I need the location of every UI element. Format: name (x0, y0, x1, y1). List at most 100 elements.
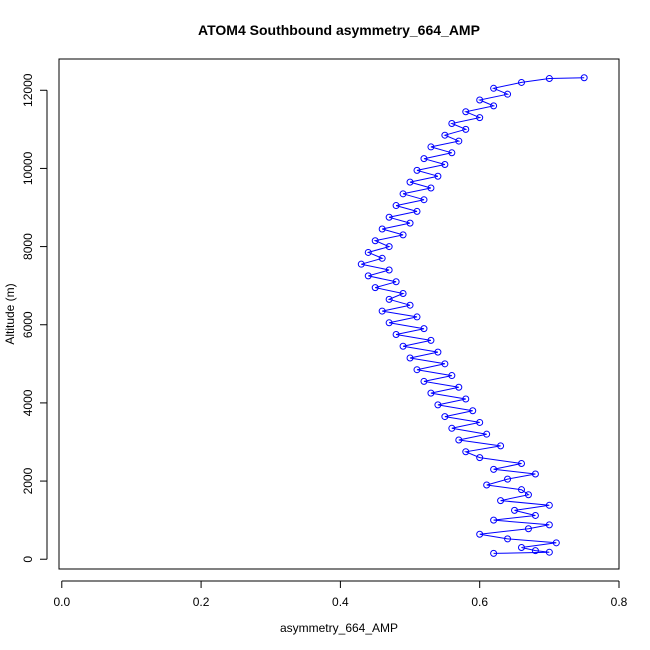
plot-frame (58, 58, 620, 570)
data-point (545, 521, 553, 529)
data-point (490, 549, 498, 557)
data-point (441, 131, 449, 139)
data-point (420, 377, 428, 385)
data-point (517, 486, 525, 494)
data-point (406, 301, 414, 309)
data-point (385, 266, 393, 274)
data-point (476, 454, 484, 462)
y-tick-label: 10000 (21, 151, 35, 185)
y-tick-label: 0 (21, 556, 35, 563)
data-point (441, 360, 449, 368)
data-point (448, 424, 456, 432)
data-point (497, 497, 505, 505)
data-point (378, 225, 386, 233)
x-tick-label: 0.4 (332, 595, 349, 609)
data-point (413, 366, 421, 374)
data-point (490, 102, 498, 110)
data-point (399, 289, 407, 297)
x-axis-label: asymmetry_664_AMP (280, 621, 398, 635)
y-tick-label: 12000 (21, 73, 35, 107)
data-point (385, 243, 393, 251)
data-point (385, 295, 393, 303)
y-axis: 0 2000 4000 6000 8000 10000 12000 (21, 73, 48, 563)
data-point (399, 231, 407, 239)
data-point (490, 84, 498, 92)
data-point (517, 78, 525, 86)
data-point (552, 539, 560, 547)
data-point (392, 278, 400, 286)
y-axis-label: Altitude (m) (3, 283, 17, 344)
data-point (434, 348, 442, 356)
data-point (406, 354, 414, 362)
data-point (413, 313, 421, 321)
data-point (462, 448, 470, 456)
chart-title: ATOM4 Southbound asymmetry_664_AMP (198, 22, 480, 38)
data-point (434, 172, 442, 180)
data-point (434, 401, 442, 409)
data-point (441, 413, 449, 421)
data-point (413, 166, 421, 174)
x-axis: 0.0 0.2 0.4 0.6 0.8 (53, 580, 628, 609)
data-point (545, 548, 553, 556)
data-point (462, 108, 470, 116)
data-point (406, 219, 414, 227)
data-point (371, 284, 379, 292)
data-point (476, 114, 484, 122)
data-point (511, 506, 519, 514)
data-point (420, 155, 428, 163)
data-point (531, 511, 539, 519)
data-point (364, 272, 372, 280)
data-point (531, 470, 539, 478)
data-point (420, 325, 428, 333)
data-point (531, 547, 539, 555)
data-point (545, 75, 553, 83)
data-point (427, 184, 435, 192)
data-point (427, 389, 435, 397)
plot-layer (357, 74, 588, 557)
data-point (399, 190, 407, 198)
data-point (504, 535, 512, 543)
data-point (517, 544, 525, 552)
x-tick-label: 0.8 (611, 595, 628, 609)
data-point (455, 436, 463, 444)
data-point (371, 237, 379, 245)
data-point (462, 395, 470, 403)
data-point (413, 207, 421, 215)
series-line (361, 77, 585, 554)
x-tick-label: 0.2 (193, 595, 210, 609)
data-point (504, 475, 512, 483)
data-point (455, 137, 463, 145)
y-tick-label: 6000 (21, 311, 35, 338)
data-point (448, 149, 456, 157)
data-point (378, 254, 386, 262)
data-point (392, 202, 400, 210)
data-point (448, 119, 456, 127)
data-point (490, 516, 498, 524)
y-tick-label: 2000 (21, 467, 35, 494)
data-point (399, 342, 407, 350)
data-point (448, 372, 456, 380)
data-point (364, 248, 372, 256)
data-point (441, 161, 449, 169)
data-point (483, 481, 491, 489)
data-point (455, 383, 463, 391)
x-tick-label: 0.6 (471, 595, 488, 609)
data-point (392, 331, 400, 339)
data-point (420, 196, 428, 204)
y-tick-label: 4000 (21, 389, 35, 416)
data-point (497, 442, 505, 450)
data-point (524, 491, 532, 499)
data-point (476, 530, 484, 538)
x-tick-label: 0.0 (53, 595, 70, 609)
data-point (524, 525, 532, 533)
data-point (427, 143, 435, 151)
data-point (580, 74, 588, 82)
data-point (385, 213, 393, 221)
data-point (378, 307, 386, 315)
data-point (476, 418, 484, 426)
data-point (476, 96, 484, 104)
data-point (517, 459, 525, 467)
data-point (490, 465, 498, 473)
data-point (504, 90, 512, 98)
